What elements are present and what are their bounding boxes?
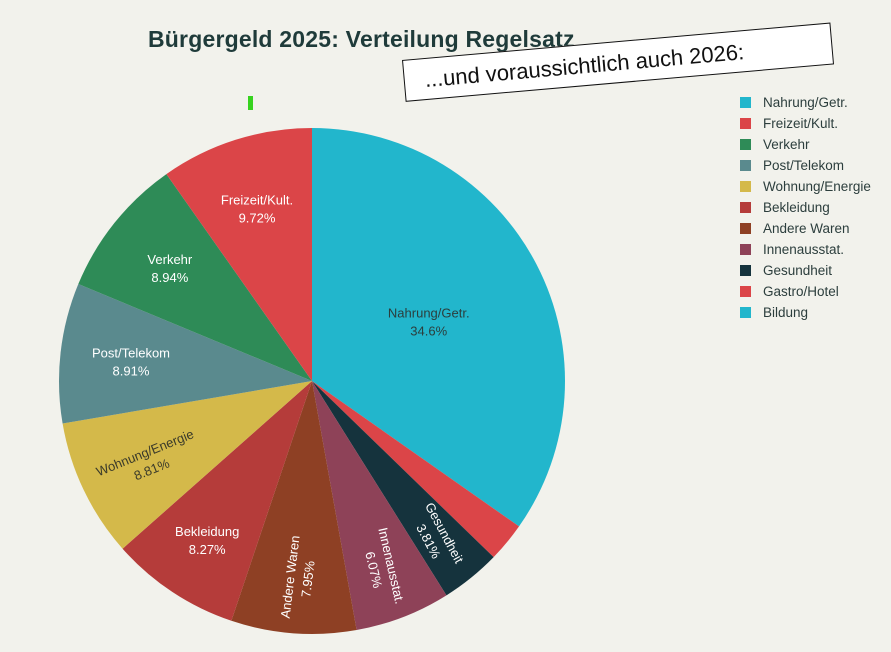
legend-label: Wohnung/Energie [763, 179, 871, 194]
legend-swatch [740, 160, 751, 171]
pie-label-value: 8.94% [151, 270, 188, 285]
legend-swatch [740, 286, 751, 297]
legend-swatch [740, 202, 751, 213]
pie-label-group: Verkehr 8.94% [147, 252, 192, 285]
pie-slice-andere-waren [231, 381, 357, 634]
legend-label: Bekleidung [763, 200, 830, 215]
pie-label-category: Bekleidung [175, 524, 239, 539]
pie-label-group: Freizeit/Kult. 9.72% [221, 192, 293, 225]
legend-label: Nahrung/Getr. [763, 95, 848, 110]
green-marker [248, 96, 253, 110]
pie-slice-innenausstat- [312, 381, 447, 631]
legend-item: Gastro/Hotel [740, 281, 871, 302]
pie-slice-gastro-hotel [312, 381, 520, 558]
pie-slice-freizeit-kult- [166, 128, 312, 381]
pie-label-value: 8.91% [113, 364, 150, 379]
legend-swatch [740, 97, 751, 108]
pie-label-value: 34.6% [410, 323, 447, 338]
legend-item: Andere Waren [740, 218, 871, 239]
legend-swatch [740, 181, 751, 192]
legend-swatch [740, 265, 751, 276]
pie-label-category: Nahrung/Getr. [388, 305, 470, 320]
legend-item: Gesundheit [740, 260, 871, 281]
pie-slices [58, 128, 565, 634]
pie-label-category: Post/Telekom [92, 346, 170, 361]
legend-label: Post/Telekom [763, 158, 845, 173]
pie-label-group: Nahrung/Getr. 34.6% [388, 305, 470, 338]
pie-label-category: Freizeit/Kult. [221, 192, 293, 207]
legend-item: Nahrung/Getr. [740, 92, 871, 113]
legend-swatch [740, 307, 751, 318]
legend-swatch [740, 244, 751, 255]
pie-label-value: 8.27% [189, 542, 226, 557]
legend-label: Innenausstat. [763, 242, 845, 257]
pie-slice-post-telekom [58, 284, 312, 424]
pie-slice-bekleidung [122, 381, 313, 621]
pie-slice-wohnung-energie [62, 381, 312, 549]
legend-item: Verkehr [740, 134, 871, 155]
legend-swatch [740, 223, 751, 234]
legend-item: Bekleidung [740, 197, 871, 218]
pie-labels: Nahrung/Getr.34.6%Gesundheit3.81%Innenau… [92, 192, 470, 619]
pie-slice-nahrung-getr- [312, 128, 565, 527]
pie-label-category: Verkehr [147, 252, 192, 267]
legend-item: Wohnung/Energie [740, 176, 871, 197]
legend-item: Post/Telekom [740, 155, 871, 176]
legend-item: Innenausstat. [740, 239, 871, 260]
pie-label-group: Bekleidung 8.27% [175, 524, 239, 557]
legend-label: Freizeit/Kult. [763, 116, 839, 131]
legend: Nahrung/Getr. Freizeit/Kult. Verkehr Post/T… [740, 92, 871, 323]
legend-label: Gastro/Hotel [763, 284, 839, 299]
pie-slice-gesundheit [312, 381, 494, 596]
legend-label: Verkehr [763, 137, 810, 152]
legend-label: Andere Waren [763, 221, 850, 236]
legend-label: Bildung [763, 305, 809, 320]
pie-slice-verkehr [78, 174, 312, 381]
pie-label-value: 9.72% [239, 210, 276, 225]
legend-label: Gesundheit [763, 263, 833, 278]
pie-label-value: 7.95% [298, 559, 317, 598]
chart-title: Bürgergeld 2025: Verteilung Regelsatz [148, 26, 575, 52]
legend-item: Freizeit/Kult. [740, 113, 871, 134]
legend-swatch [740, 139, 751, 150]
legend-item: Bildung [740, 302, 871, 323]
pie-label-group: Post/Telekom 8.91% [92, 346, 170, 379]
legend-swatch [740, 118, 751, 129]
